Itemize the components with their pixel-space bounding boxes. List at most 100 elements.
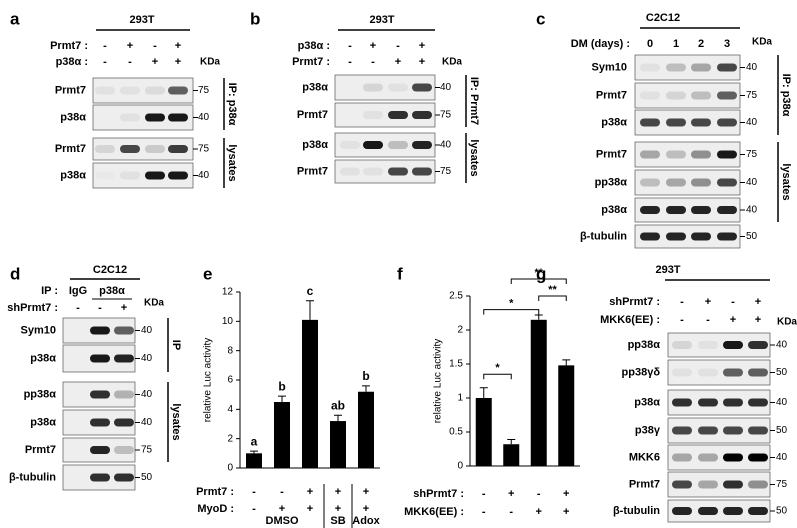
kda-marker: 40 [746,117,758,128]
band [666,91,686,100]
band [120,171,140,180]
error-bar [562,359,571,366]
band [412,83,432,92]
band [168,145,188,153]
cell-line: 293T [655,264,680,276]
kda-header: KDa [144,298,164,309]
error-bar [362,385,370,392]
significance-bracket [483,309,540,315]
blot-label: Prmt7 [25,444,56,456]
kda-marker: 50 [776,506,788,517]
band [717,91,737,100]
band [666,150,686,159]
blot-label: MKK6 [629,451,660,463]
condition-sign: + [508,488,514,500]
band [698,480,718,489]
band [114,354,134,363]
band [640,63,660,72]
band [666,232,686,241]
cell-line: C2C12 [93,264,127,276]
band [90,390,110,399]
blot-label: pp38α [628,339,661,351]
band [640,232,660,241]
condition-sign: - [371,56,375,68]
condition-sign: - [103,40,107,52]
error-bar [334,414,342,422]
bar [475,398,492,466]
kda-marker: 40 [141,353,153,364]
condition-sign: + [705,296,711,308]
band [691,232,711,241]
band [748,426,768,435]
band [672,426,692,435]
panel-label: c [536,9,545,28]
band [748,507,768,515]
band [412,167,432,176]
condition-name: p38α : [56,56,88,68]
condition-sign: + [175,56,181,68]
blot-label: p38α [634,396,660,408]
blot-label: Prmt7 [629,478,660,490]
band [640,150,660,159]
blot-label: Prmt7 [55,84,86,96]
band [691,91,711,100]
kda-header: KDa [752,37,772,48]
bracket-label: lysates [468,139,480,176]
bracket-label: lysates [226,144,238,181]
band [640,206,660,214]
blot-label: p38α [601,116,627,128]
kda-marker: 75 [440,166,452,177]
blot-label: p38α [302,81,328,93]
condition-sign: + [536,506,542,518]
band [672,507,692,515]
band [640,118,660,127]
band [145,145,165,153]
y-axis-label: relative Luc activity [433,339,444,423]
band [723,453,743,462]
kda-marker: 75 [141,445,153,456]
condition-sign: - [153,40,157,52]
y-tick-label: 4 [227,404,233,415]
kda-marker: 40 [746,62,758,73]
group-letter: b [362,369,369,383]
band [95,86,115,95]
y-axis-label: relative Luc activity [203,338,214,422]
error-bar [306,300,314,320]
condition-sign: + [755,314,761,326]
band [723,341,743,349]
group-letter: c [307,284,314,298]
band [698,507,718,515]
blot-label: p38α [60,111,86,123]
kda-marker: 75 [198,85,210,96]
band [748,368,768,377]
error-bar [534,314,543,320]
significance-label: * [509,298,514,310]
significance-label: * [495,362,500,374]
band [691,63,711,72]
band [388,111,408,119]
band [90,473,110,482]
bar [330,421,346,468]
significance-label: ** [548,284,557,296]
band [412,141,432,149]
band [723,426,743,435]
band [114,473,134,482]
kda-marker: 40 [198,170,210,181]
band [698,453,718,462]
condition-sign: - [680,314,684,326]
band [363,167,383,176]
condition-sign: + [419,56,425,68]
band [120,113,140,122]
band [666,206,686,214]
blot-label: p38γ [635,424,661,436]
kda-marker: 40 [776,340,788,351]
significance-bracket [538,295,567,301]
condition-sign: + [175,40,181,52]
band [698,341,718,349]
band [748,453,768,462]
band [120,86,140,95]
band [698,398,718,407]
kda-marker: 50 [776,425,788,436]
condition-name: MKK6(EE) : [600,314,660,326]
band [666,178,686,187]
